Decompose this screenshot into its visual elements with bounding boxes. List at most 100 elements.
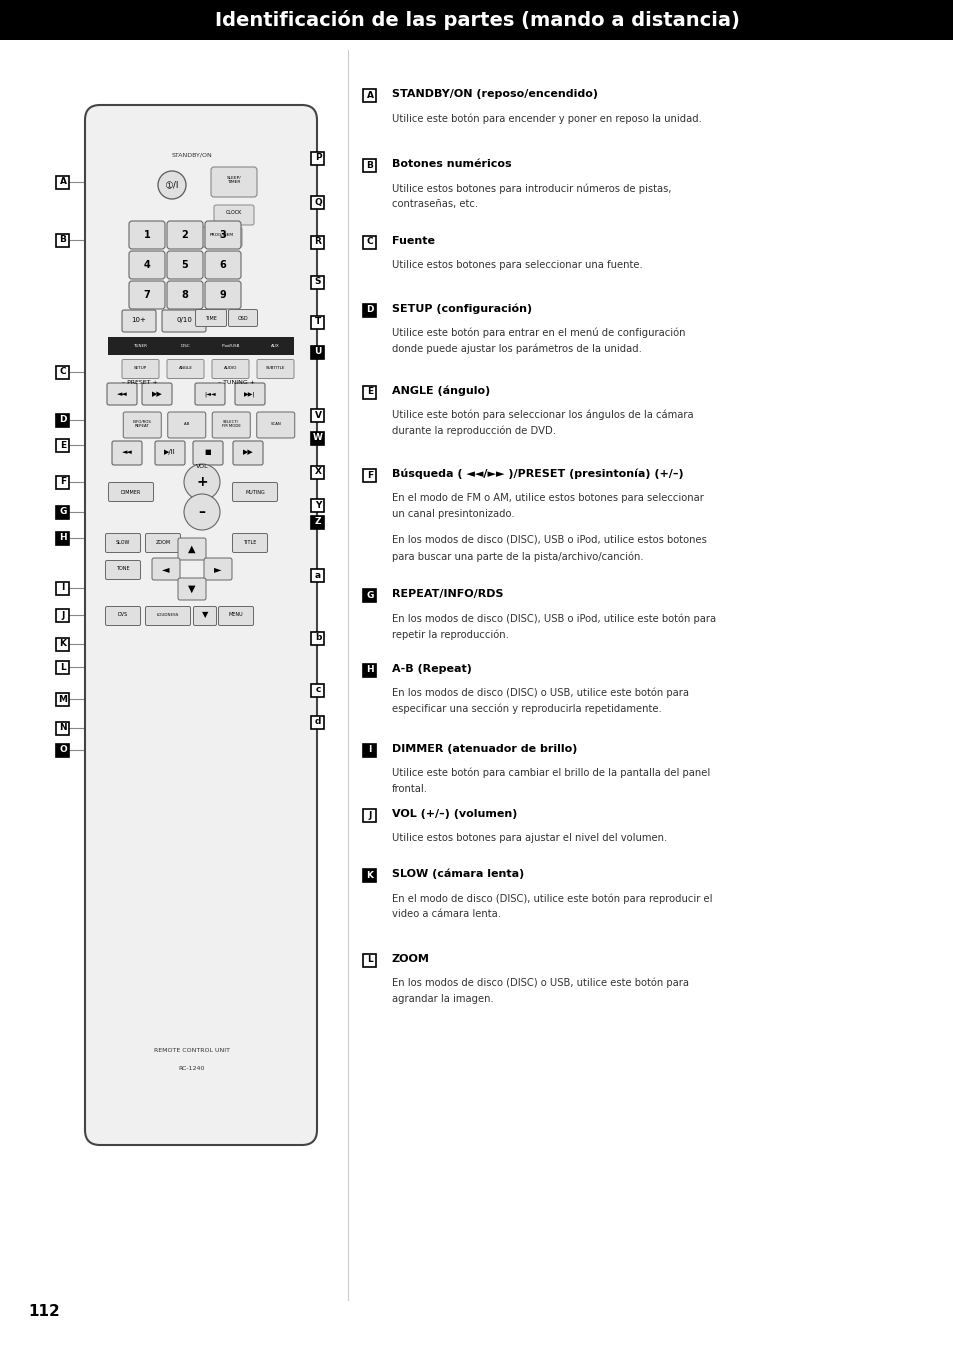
- FancyBboxPatch shape: [213, 205, 253, 225]
- Text: 112: 112: [28, 1304, 60, 1319]
- FancyBboxPatch shape: [178, 539, 206, 560]
- FancyBboxPatch shape: [112, 441, 142, 464]
- Text: ►: ►: [214, 564, 221, 574]
- FancyBboxPatch shape: [106, 606, 140, 625]
- Text: REMOTE CONTROL UNIT: REMOTE CONTROL UNIT: [153, 1048, 230, 1053]
- FancyBboxPatch shape: [154, 441, 185, 464]
- Bar: [56, 475, 70, 489]
- Bar: [56, 532, 70, 544]
- Text: En el modo de disco (DISC), utilice este botón para reproducir el: En el modo de disco (DISC), utilice este…: [392, 892, 712, 903]
- Text: repetir la reproducción.: repetir la reproducción.: [392, 629, 508, 640]
- Text: G: G: [59, 508, 67, 517]
- Text: H: H: [366, 666, 374, 675]
- FancyBboxPatch shape: [168, 412, 206, 437]
- FancyBboxPatch shape: [193, 441, 223, 464]
- Text: RC-1240: RC-1240: [178, 1065, 205, 1071]
- Bar: [0, 0, 953, 40]
- Text: K: K: [59, 640, 67, 648]
- Circle shape: [184, 464, 220, 500]
- Text: E: E: [60, 440, 66, 450]
- FancyBboxPatch shape: [256, 412, 294, 437]
- Text: DIMMER (atenuador de brillo): DIMMER (atenuador de brillo): [392, 744, 577, 755]
- FancyBboxPatch shape: [233, 482, 277, 501]
- Text: agrandar la imagen.: agrandar la imagen.: [392, 994, 494, 1004]
- FancyBboxPatch shape: [193, 606, 216, 625]
- Text: TIME: TIME: [205, 316, 216, 320]
- Text: I: I: [368, 745, 372, 755]
- Bar: [56, 609, 70, 621]
- Text: DIMMER: DIMMER: [121, 490, 141, 494]
- Bar: [312, 432, 324, 444]
- Text: I: I: [61, 583, 65, 593]
- Text: A-B: A-B: [183, 423, 190, 427]
- Text: TONE: TONE: [116, 567, 130, 571]
- FancyBboxPatch shape: [256, 359, 294, 378]
- Bar: [312, 632, 324, 644]
- Text: +: +: [196, 475, 208, 489]
- Text: TITLE: TITLE: [243, 540, 256, 544]
- Bar: [363, 744, 376, 756]
- Text: PROG/MEM: PROG/MEM: [210, 234, 233, 238]
- Bar: [56, 721, 70, 734]
- Bar: [363, 809, 376, 822]
- Text: 2: 2: [181, 230, 188, 240]
- Bar: [312, 151, 324, 165]
- Bar: [312, 409, 324, 421]
- Text: 3: 3: [219, 230, 226, 240]
- Text: Botones numéricos: Botones numéricos: [392, 159, 511, 169]
- FancyBboxPatch shape: [85, 105, 316, 1145]
- Text: LOUDNESS: LOUDNESS: [156, 613, 179, 617]
- FancyBboxPatch shape: [212, 412, 250, 437]
- Bar: [312, 466, 324, 478]
- Text: M: M: [58, 694, 68, 703]
- Bar: [363, 304, 376, 316]
- Text: – TUNING +: – TUNING +: [218, 379, 255, 385]
- Text: TUNER: TUNER: [133, 344, 148, 348]
- Text: 8: 8: [181, 290, 189, 300]
- Text: A-B (Repeat): A-B (Repeat): [392, 664, 472, 674]
- FancyBboxPatch shape: [205, 281, 241, 309]
- FancyBboxPatch shape: [129, 251, 165, 279]
- Text: ZOOM: ZOOM: [155, 540, 171, 544]
- FancyBboxPatch shape: [205, 251, 241, 279]
- FancyBboxPatch shape: [212, 359, 249, 378]
- Text: iPod/USB: iPod/USB: [221, 344, 239, 348]
- Text: MUTING: MUTING: [245, 490, 265, 494]
- Bar: [312, 498, 324, 512]
- Text: L: L: [367, 956, 373, 964]
- FancyBboxPatch shape: [129, 221, 165, 248]
- Text: ▶▶|: ▶▶|: [244, 392, 255, 397]
- Text: CLOCK: CLOCK: [226, 211, 242, 216]
- Text: 4: 4: [144, 261, 151, 270]
- Bar: [312, 196, 324, 208]
- Text: C: C: [60, 367, 67, 377]
- Text: Búsqueda ( ◄◄/►► )/PRESET (presintonía) (+/–): Búsqueda ( ◄◄/►► )/PRESET (presintonía) …: [392, 468, 683, 479]
- Bar: [56, 413, 70, 427]
- Text: ◄◄: ◄◄: [121, 450, 132, 455]
- Bar: [312, 516, 324, 528]
- Text: VOL: VOL: [195, 464, 208, 470]
- FancyBboxPatch shape: [211, 167, 256, 197]
- Text: SLEEP/
TIMER: SLEEP/ TIMER: [227, 176, 241, 185]
- Text: J: J: [61, 610, 65, 620]
- Bar: [363, 158, 376, 171]
- Circle shape: [158, 171, 186, 198]
- FancyBboxPatch shape: [194, 383, 225, 405]
- FancyBboxPatch shape: [122, 310, 156, 332]
- FancyBboxPatch shape: [129, 281, 165, 309]
- Text: – PRESET +: – PRESET +: [122, 379, 157, 385]
- Text: AUDIO: AUDIO: [224, 366, 237, 370]
- FancyBboxPatch shape: [109, 482, 153, 501]
- Text: 7: 7: [144, 290, 151, 300]
- Text: R: R: [314, 238, 321, 247]
- FancyBboxPatch shape: [106, 533, 140, 552]
- Text: ▶▶: ▶▶: [152, 392, 162, 397]
- FancyBboxPatch shape: [202, 227, 242, 247]
- Text: N: N: [59, 724, 67, 733]
- FancyBboxPatch shape: [167, 221, 203, 248]
- Text: un canal presintonizado.: un canal presintonizado.: [392, 509, 514, 518]
- Bar: [312, 346, 324, 359]
- Bar: [108, 338, 294, 355]
- Text: –: –: [198, 505, 205, 518]
- Bar: [56, 176, 70, 189]
